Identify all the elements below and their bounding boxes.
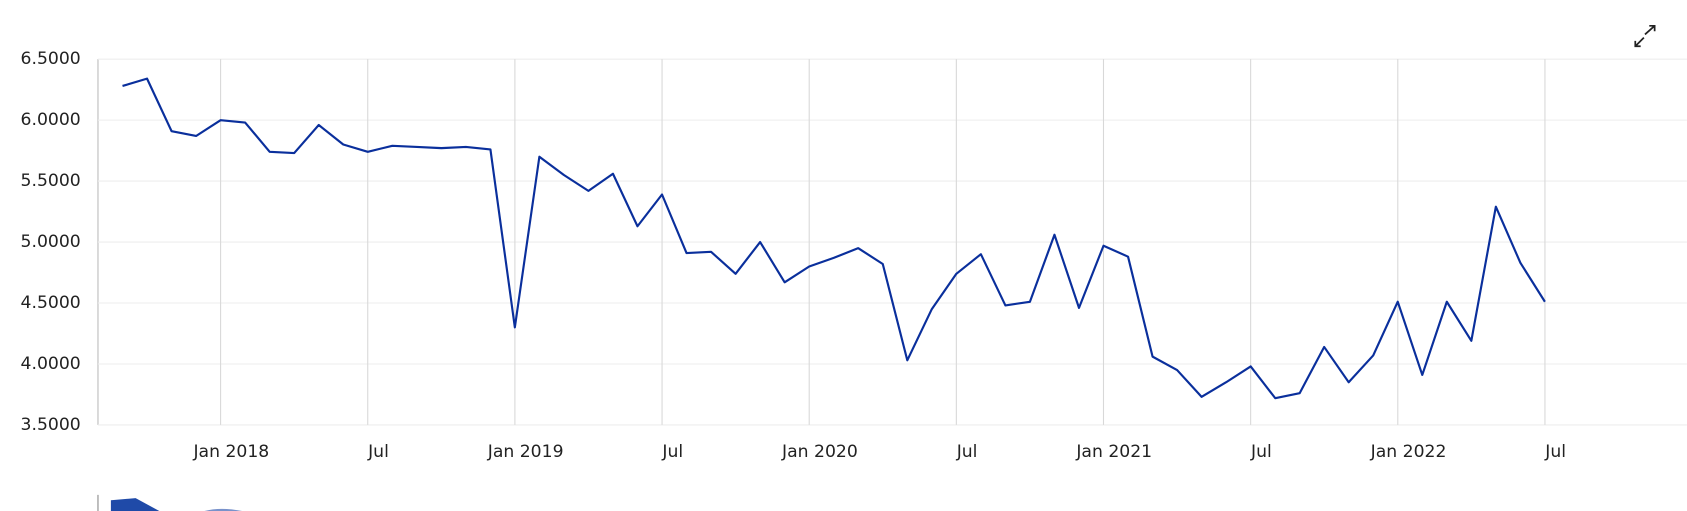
y-tick-label: 6.0000: [21, 110, 81, 130]
x-tick-label: Jul: [367, 442, 389, 462]
x-tick-label: Jan 2022: [1370, 442, 1447, 462]
expand-button[interactable]: [1634, 24, 1656, 48]
x-tick-label: Jul: [661, 442, 683, 462]
y-tick-label: 3.5000: [21, 415, 81, 435]
y-tick-label: 4.0000: [21, 354, 81, 374]
navigator: [97, 494, 243, 511]
y-tick-label: 5.5000: [21, 171, 81, 191]
x-tick-label: Jan 2019: [487, 442, 564, 462]
data-line: [122, 77, 1546, 400]
x-tick-label: Jan 2018: [192, 442, 269, 462]
y-tick-label: 4.5000: [21, 293, 81, 313]
y-tick-label: 5.0000: [21, 232, 81, 252]
y-tick-label: 6.5000: [21, 49, 81, 69]
x-tick-label: Jul: [956, 442, 978, 462]
x-tick-label: Jan 2021: [1075, 442, 1152, 462]
x-tick-label: Jan 2020: [781, 442, 858, 462]
x-tick-label: Jul: [1544, 442, 1566, 462]
x-tick-label: Jul: [1250, 442, 1272, 462]
